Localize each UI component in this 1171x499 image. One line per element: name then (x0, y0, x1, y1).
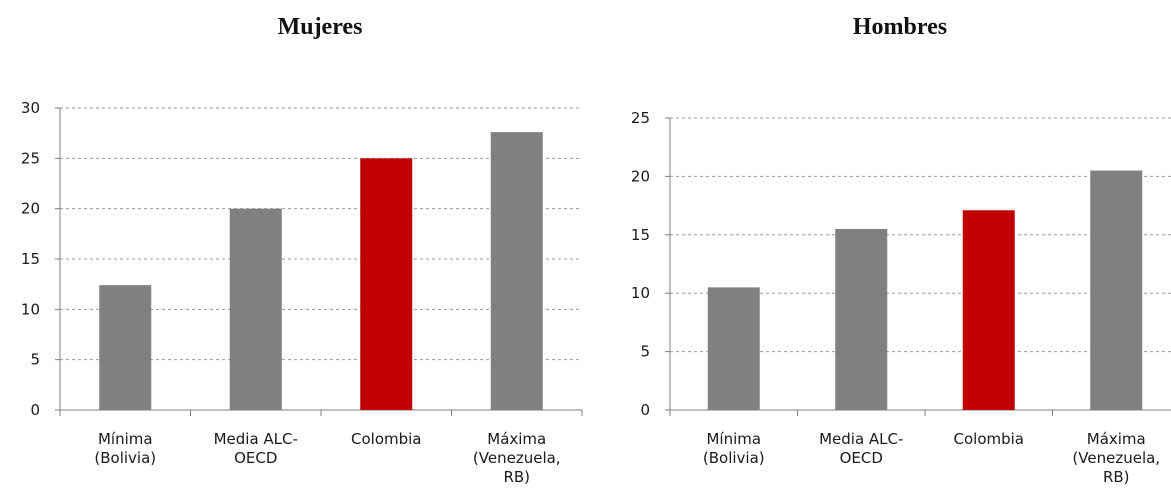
y-tick-label: 10 (631, 284, 650, 302)
x-category-label-line: Media ALC- (214, 430, 298, 448)
y-tick-label: 25 (21, 149, 40, 167)
x-category-label: Colombia (351, 430, 422, 448)
y-tick-label: 5 (30, 351, 40, 369)
y-tick-label: 15 (21, 250, 40, 268)
bar (1090, 170, 1143, 410)
x-category-label-line: (Bolivia) (94, 449, 156, 467)
bar (229, 208, 282, 410)
y-tick-label: 25 (631, 109, 650, 127)
x-category-label-line: (Venezuela, (1072, 449, 1160, 467)
x-category-label: Máxima (Venezuela, RB) (1072, 430, 1160, 486)
chart-title: Mujeres (277, 14, 363, 40)
y-tick-label: 0 (30, 401, 40, 419)
y-tick-label: 5 (640, 343, 650, 361)
x-category-label-line: RB) (1103, 468, 1130, 486)
bar (962, 210, 1015, 410)
x-category-label: Colombia (954, 430, 1025, 448)
x-category-label-line: RB) (503, 468, 530, 486)
chart-panel-mujeres: Mujeres 0 5 10 15 20 25 30 Mínima (Bolivia) Media… (21, 14, 583, 486)
x-category-label-line: (Bolivia) (703, 449, 765, 467)
y-tick-label: 20 (631, 167, 650, 185)
bar (707, 287, 760, 410)
x-category-label-line: Colombia (351, 430, 422, 448)
x-category-label-line: OECD (234, 449, 277, 467)
x-category-label-line: (Venezuela, (473, 449, 561, 467)
x-category-label-line: Máxima (487, 430, 546, 448)
y-tick-label: 20 (21, 200, 40, 218)
x-category-label-line: Mínima (98, 430, 153, 448)
x-category-label-line: Máxima (1087, 430, 1146, 448)
y-tick-label: 0 (640, 401, 650, 419)
chart-panel-hombres: Hombres 0 5 10 15 20 25 Mínima (Bolivia) Media A… (590, 0, 1171, 499)
x-category-label: Mínima (Bolivia) (703, 430, 765, 467)
y-tick-label: 30 (21, 99, 40, 117)
y-tick-label: 15 (631, 226, 650, 244)
y-tick-label: 10 (21, 300, 40, 318)
bar (360, 158, 413, 410)
bar (490, 132, 543, 410)
x-category-label-line: OECD (840, 449, 883, 467)
x-category-label-line: Media ALC- (819, 430, 903, 448)
x-category-label: Máxima (Venezuela, RB) (473, 430, 561, 486)
x-category-label: Media ALC-OECD (214, 430, 298, 467)
chart-title: Hombres (852, 14, 948, 40)
x-category-label-line: Mínima (706, 430, 761, 448)
x-category-label-line: Colombia (954, 430, 1025, 448)
x-category-label: Media ALC-OECD (819, 430, 903, 467)
bar (835, 228, 888, 410)
x-category-label: Mínima (Bolivia) (94, 430, 156, 467)
bar-chart-mujeres: 0 5 10 15 20 25 30 Mínima (Bolivia) Media ALC-OEC… (21, 99, 583, 486)
bar-chart-hombres: 0 5 10 15 20 25 Mínima (Bolivia) Media ALC-OECD C… (631, 109, 1171, 486)
bar (99, 285, 152, 410)
